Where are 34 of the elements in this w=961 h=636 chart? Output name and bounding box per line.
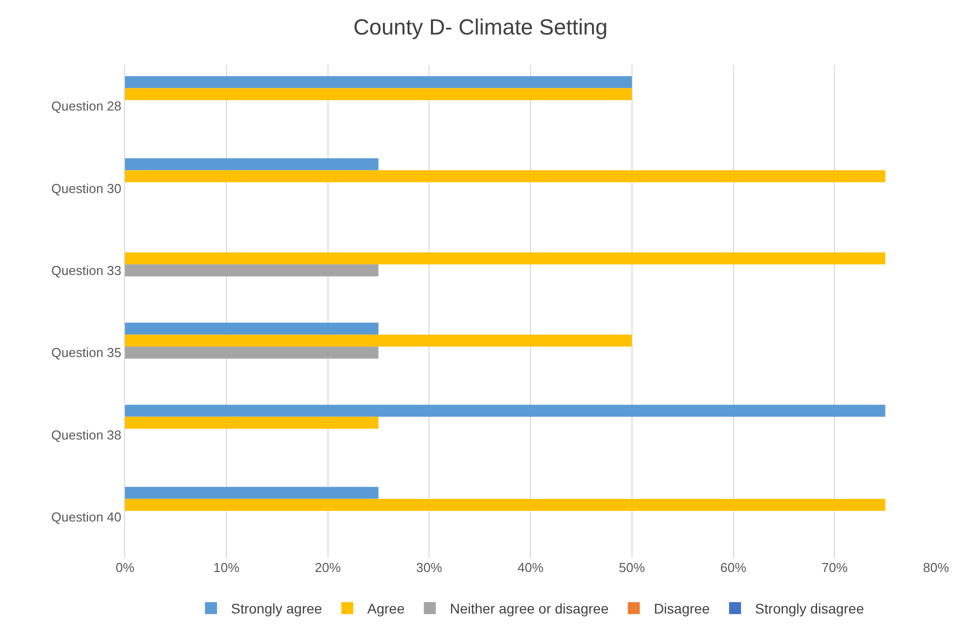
bar (125, 416, 378, 429)
bar (125, 76, 632, 88)
bar (125, 158, 378, 170)
legend-label: Agree (367, 600, 405, 617)
x-tick-label: 0% (116, 560, 135, 575)
bar (125, 252, 886, 264)
x-tick-label: 20% (314, 560, 342, 575)
bar (125, 404, 886, 417)
bar (125, 264, 378, 276)
bar (125, 334, 632, 347)
x-tick-label: 50% (618, 560, 646, 575)
y-tick-label: Question 35 (51, 345, 122, 360)
x-tick-label: 60% (720, 560, 747, 575)
legend-label: Strongly disagree (755, 600, 864, 617)
legend-label: Neither agree or disagree (450, 600, 609, 617)
y-tick-label: Question 28 (51, 98, 122, 114)
bar (125, 170, 886, 182)
x-tick-label: 10% (213, 560, 240, 575)
y-tick-label: Question 30 (51, 180, 122, 196)
bar (125, 322, 378, 335)
x-tick-label: 40% (517, 560, 544, 575)
y-tick-label: Question 33 (51, 262, 122, 278)
x-tick-label: 70% (822, 560, 848, 575)
chart-title: County D- Climate Setting (353, 14, 608, 40)
bar (125, 346, 378, 359)
x-tick-label: 80% (922, 560, 950, 575)
bar (125, 486, 378, 499)
bar (125, 88, 632, 100)
legend-label: Strongly agree (231, 600, 322, 617)
y-tick-label: Question 40 (51, 509, 122, 524)
y-tick-label: Question 38 (51, 427, 122, 442)
legend-label: Disagree (654, 600, 710, 617)
bar (125, 498, 886, 511)
x-tick-label: 30% (416, 560, 443, 575)
